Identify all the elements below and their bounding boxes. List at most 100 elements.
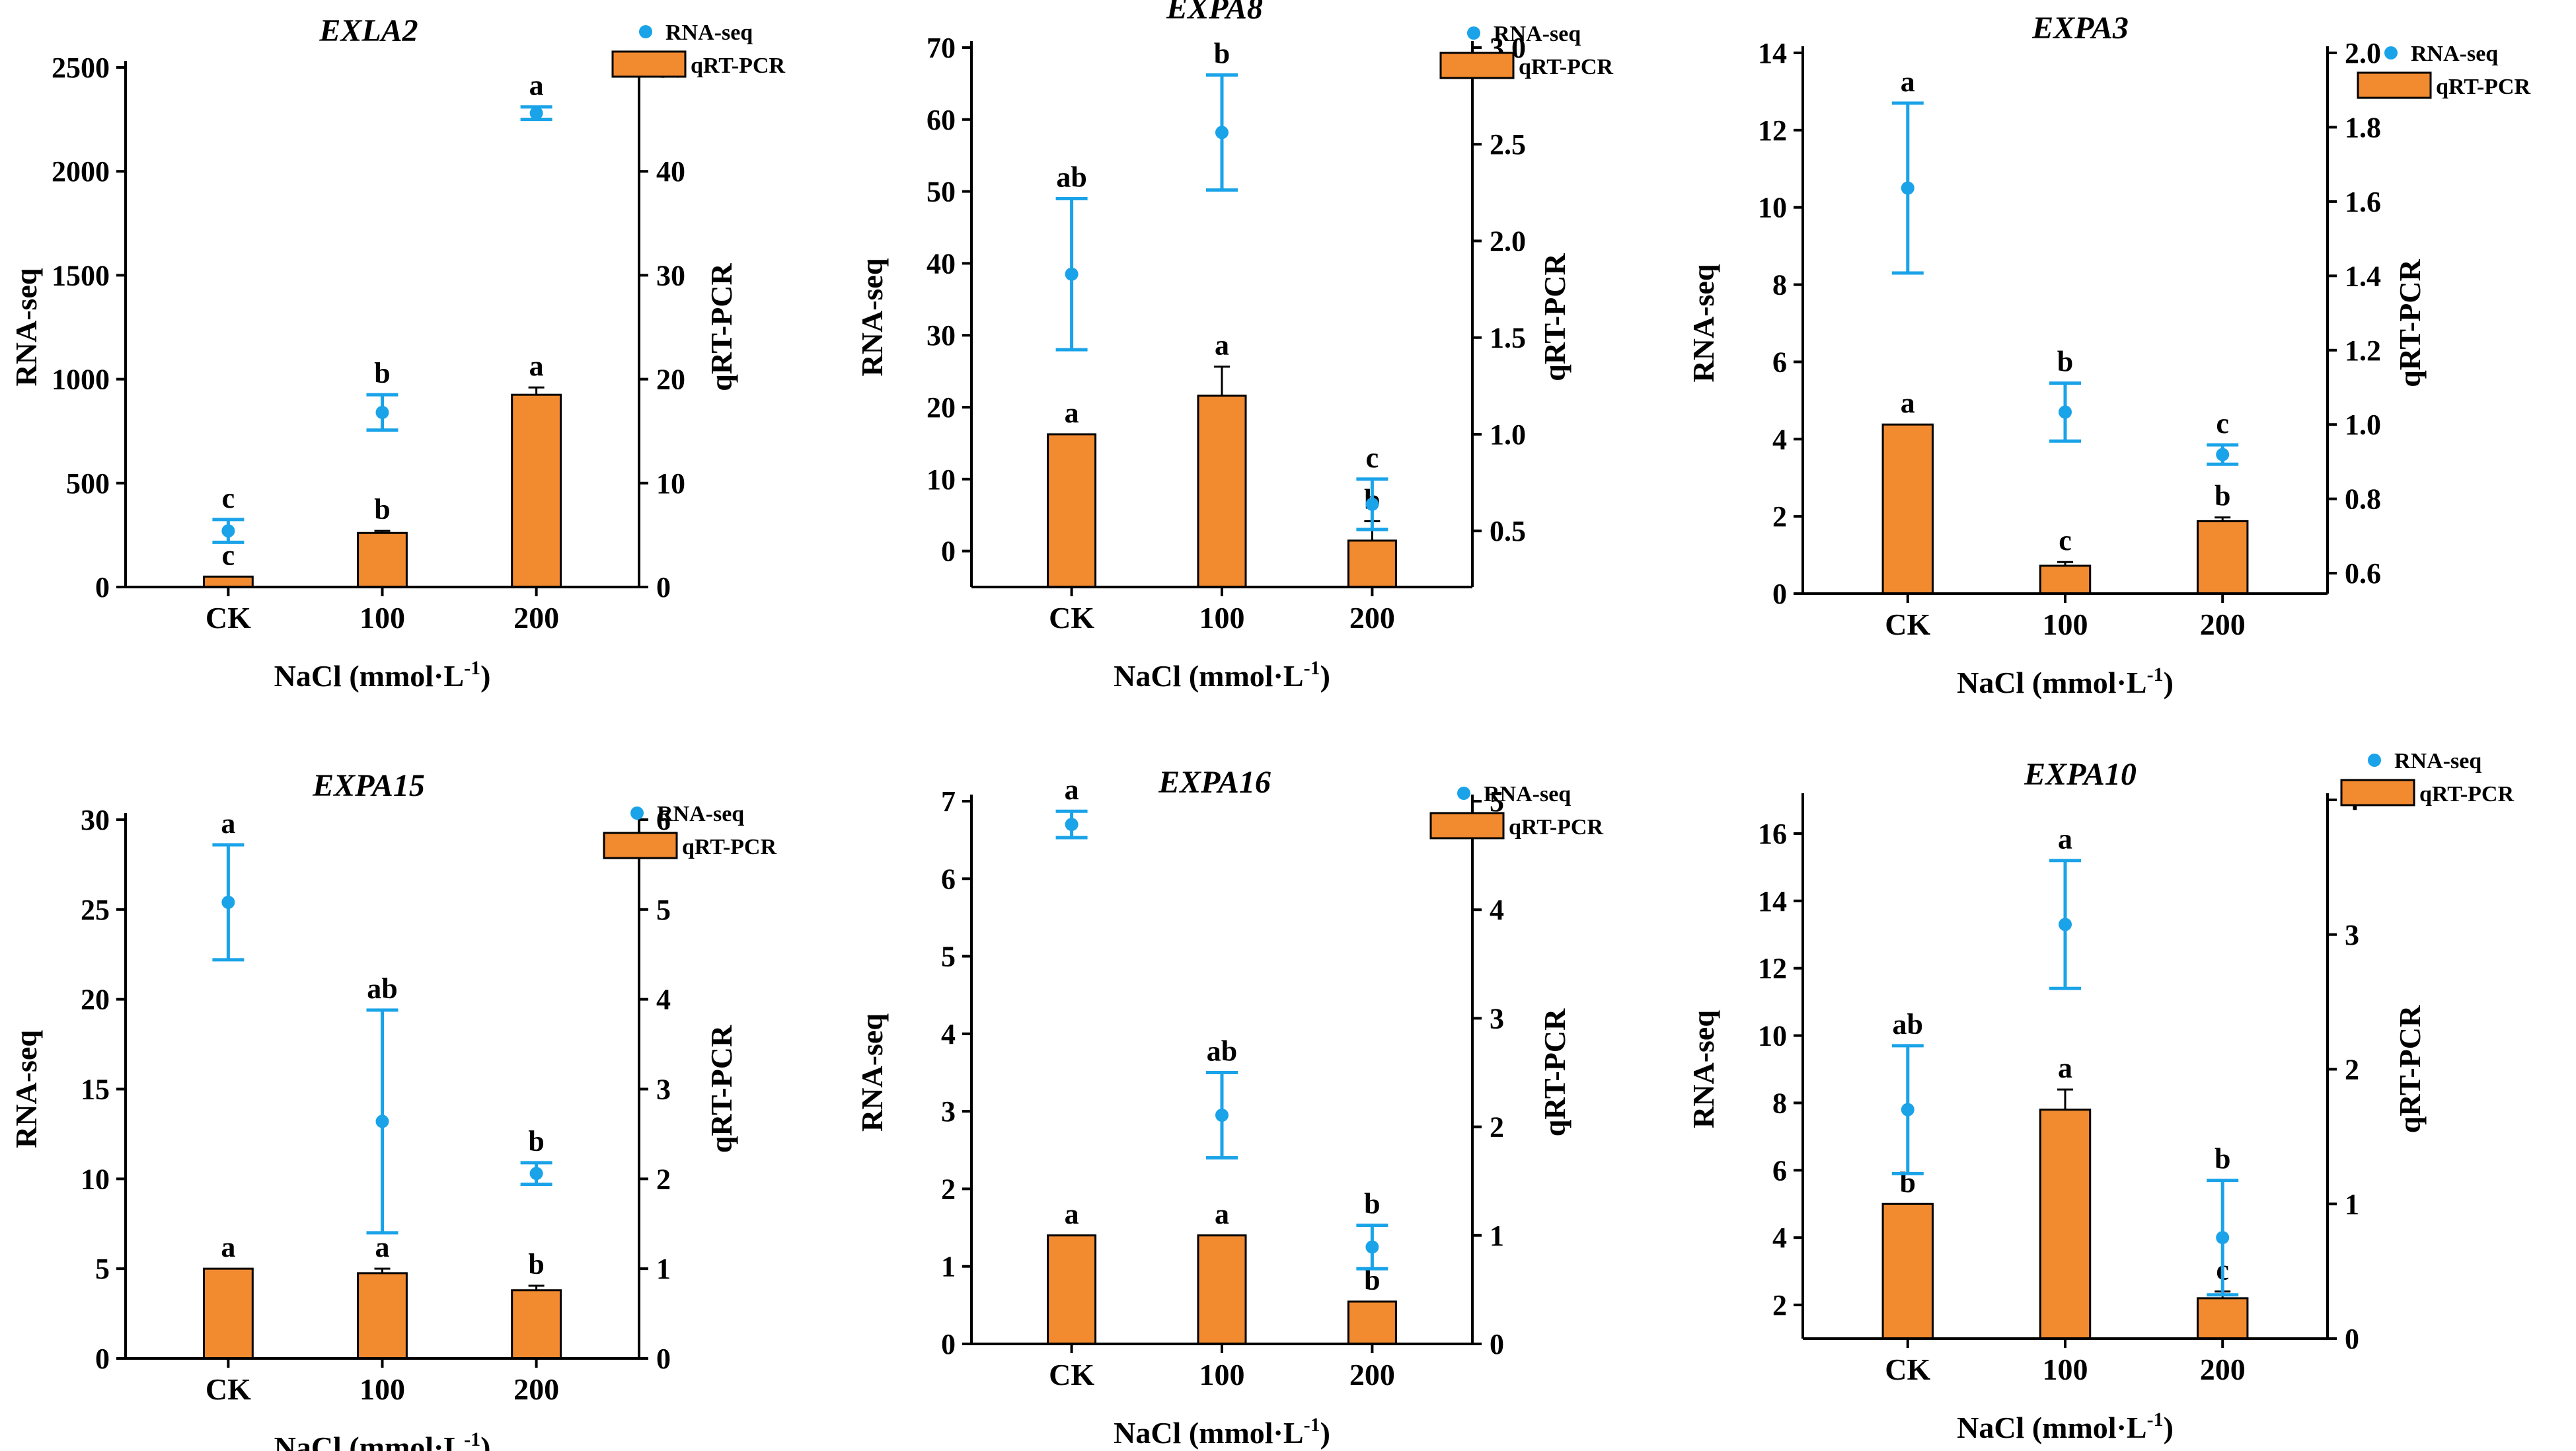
qrt-pcr-letter: a <box>1065 1198 1079 1230</box>
y-left-tick-label: 6 <box>941 863 956 895</box>
rna-seq-point-ck <box>1065 818 1079 832</box>
qrt-pcr-letter: b <box>374 493 390 526</box>
legend-qrt-pcr-swatch <box>2357 71 2432 99</box>
y-left-tick-label: 60 <box>927 104 956 136</box>
legend-rna-seq-marker <box>1457 787 1470 800</box>
qrt-pcr-bar-200 <box>2196 520 2249 595</box>
chart-title: EXLA2 <box>319 13 418 48</box>
legend: RNA-seq qRT-PCR <box>2357 42 2530 99</box>
rna-seq-letter: a <box>1901 65 1915 98</box>
legend-rna-seq-marker <box>1467 26 1480 40</box>
qrt-pcr-bar-ck <box>202 575 254 588</box>
x-tick-label: CK <box>206 601 251 635</box>
y-left-tick-label: 500 <box>66 467 110 500</box>
y-right-tick-label: 2 <box>1490 1111 1504 1144</box>
qrt-pcr-bar-200 <box>1347 1300 1397 1345</box>
y-left-tick-label: 1 <box>941 1251 956 1283</box>
y-left-axis-label: RNA-seq <box>1686 1010 1720 1128</box>
rna-seq-letter: c <box>1366 442 1379 474</box>
rna-seq-point-ck <box>221 524 235 538</box>
qrt-pcr-letter: a <box>1065 397 1079 429</box>
y-right-tick-label: 4 <box>1490 894 1504 926</box>
y-left-axis-label: RNA-seq <box>855 258 889 376</box>
x-tick-label: 100 <box>2043 1353 2088 1386</box>
y-right-axis-label: qRT-PCR <box>1538 1008 1572 1136</box>
legend-rna-seq-marker <box>639 25 652 38</box>
rna-seq-letter: b <box>528 1125 544 1157</box>
x-tick-label: CK <box>206 1372 251 1406</box>
x-tick-label: CK <box>1049 601 1094 635</box>
y-right-tick-label: 1.4 <box>2345 260 2381 292</box>
legend: RNA-seq qRT-PCR <box>1439 22 1613 79</box>
legend-qrt-pcr-swatch <box>1439 52 1515 79</box>
y-right-tick-label: 2.5 <box>1490 128 1526 161</box>
rna-seq-letter: ab <box>1056 161 1086 193</box>
rna-seq-letter: b <box>2057 346 2073 378</box>
x-tick-label: 100 <box>1199 1358 1245 1392</box>
rna-seq-point-100 <box>375 405 389 419</box>
x-axis-label: NaCl (mmol·L-1) <box>1114 657 1330 693</box>
x-tick-label: 200 <box>2200 1353 2246 1386</box>
chart-panel-expa8: EXPA8aababbc0102030405060700.51.01.52.02… <box>855 0 1613 693</box>
qrt-pcr-letter: c <box>222 539 235 571</box>
y-left-tick-label: 30 <box>927 319 956 352</box>
legend-rna-seq-marker <box>630 806 644 820</box>
qrt-pcr-bar-ck <box>1047 1234 1097 1345</box>
rna-seq-point-200 <box>2216 1231 2230 1245</box>
y-left-tick-label: 70 <box>927 32 956 64</box>
y-left-tick-label: 2000 <box>52 155 110 188</box>
rna-seq-point-100 <box>1215 1109 1229 1122</box>
legend-qrt-pcr-label: qRT-PCR <box>2436 75 2530 99</box>
qrt-pcr-bar-100 <box>357 531 408 588</box>
y-right-tick-label: 0.6 <box>2345 557 2381 590</box>
y-left-axis-label: RNA-seq <box>855 1013 889 1132</box>
rna-seq-letter: b <box>1364 1188 1380 1220</box>
y-right-tick-label: 4 <box>656 984 671 1016</box>
y-left-tick-label: 0 <box>95 1343 110 1375</box>
legend-rna-seq-marker <box>2384 46 2398 59</box>
y-left-tick-label: 4 <box>1772 423 1787 455</box>
y-left-tick-label: 20 <box>927 391 956 424</box>
qrt-pcr-letter: a <box>1215 329 1229 362</box>
legend-qrt-pcr-label: qRT-PCR <box>1519 55 1613 79</box>
chart-panel-expa3: EXPA3 a c b a b c 0 2 4 6 8 10 12 14 0.6 0.8 1.0 1.2 1.4 1.6… <box>1686 11 2530 699</box>
qrt-pcr-bar-ck <box>1047 433 1097 588</box>
qrt-pcr-bar-100 <box>1197 1234 1247 1345</box>
x-axis-label: NaCl (mmol·L-1) <box>1957 1409 2174 1444</box>
y-left-tick-label: 15 <box>81 1074 110 1106</box>
y-right-tick-label: 0 <box>656 571 671 604</box>
chart-title: EXPA10 <box>2024 757 2137 792</box>
qrt-pcr-bar-ck <box>1881 423 1934 595</box>
x-tick-label: CK <box>1049 1358 1094 1392</box>
qrt-pcr-letter: a <box>529 350 544 382</box>
rna-seq-letter: c <box>222 482 235 514</box>
rna-seq-point-ck <box>1901 181 1914 195</box>
rna-seq-letter: a <box>2058 823 2072 855</box>
y-right-axis-label: qRT-PCR <box>2393 1005 2427 1133</box>
x-tick-label: 100 <box>360 1372 405 1406</box>
y-right-tick-label: 40 <box>656 155 685 188</box>
qrt-pcr-bar-200 <box>511 1289 562 1360</box>
rna-seq-point-ck <box>221 895 235 909</box>
x-axis-label: NaCl (mmol·L-1) <box>274 657 491 693</box>
legend-qrt-pcr-label: qRT-PCR <box>691 54 785 78</box>
rna-seq-point-100 <box>2059 918 2072 931</box>
y-right-tick-label: 20 <box>656 364 685 396</box>
qrt-pcr-letter: a <box>2058 1052 2072 1084</box>
y-left-tick-label: 0 <box>95 571 110 604</box>
qrt-pcr-bar-ck <box>1881 1202 1934 1340</box>
y-left-tick-label: 8 <box>1772 1087 1787 1119</box>
x-axis-label: NaCl (mmol·L-1) <box>274 1429 491 1451</box>
y-left-tick-label: 2 <box>1772 500 1787 533</box>
rna-seq-point-200 <box>1365 1240 1379 1254</box>
rna-seq-letter: ab <box>1893 1008 1923 1040</box>
legend-qrt-pcr-swatch <box>1429 812 1505 840</box>
y-right-axis-label: qRT-PCR <box>704 262 738 391</box>
y-right-tick-label: 1 <box>2345 1188 2359 1220</box>
y-right-tick-label: 3 <box>2345 919 2359 951</box>
y-left-tick-label: 12 <box>1758 114 1787 147</box>
legend-rna-seq-label: RNA-seq <box>1494 22 1581 46</box>
